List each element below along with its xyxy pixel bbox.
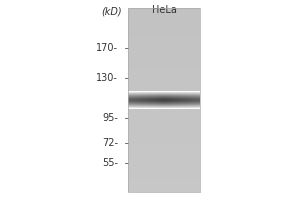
Bar [128, 63, 200, 66]
Text: 130-: 130- [96, 73, 118, 83]
Bar [128, 189, 200, 192]
Bar [128, 109, 200, 112]
Bar [128, 69, 200, 72]
Bar [128, 60, 200, 63]
Bar [128, 48, 200, 51]
Bar [128, 177, 200, 180]
Bar [128, 134, 200, 137]
Bar [128, 128, 200, 131]
Bar [128, 103, 200, 106]
Bar [128, 94, 200, 97]
Bar [128, 39, 200, 42]
Bar [128, 36, 200, 39]
Bar [128, 112, 200, 115]
Bar [128, 167, 200, 171]
Text: HeLa: HeLa [152, 5, 176, 15]
Bar [128, 57, 200, 60]
Text: 95-: 95- [102, 113, 118, 123]
Bar [128, 20, 200, 23]
Bar [128, 66, 200, 69]
Bar [128, 54, 200, 57]
Bar [128, 146, 200, 149]
Bar [128, 72, 200, 75]
Bar [128, 33, 200, 36]
Bar [128, 115, 200, 118]
Bar [128, 29, 200, 33]
Bar [128, 11, 200, 14]
Bar [128, 75, 200, 79]
Bar [128, 155, 200, 158]
Bar [128, 118, 200, 121]
Text: 72-: 72- [102, 138, 118, 148]
Bar [128, 143, 200, 146]
Bar [128, 79, 200, 82]
Bar [128, 158, 200, 161]
Bar [128, 149, 200, 152]
Bar [128, 164, 200, 167]
Bar [128, 137, 200, 140]
Bar [128, 88, 200, 91]
Bar [128, 45, 200, 48]
Bar [128, 26, 200, 29]
Bar [128, 140, 200, 143]
Bar [128, 186, 200, 189]
Bar [128, 91, 200, 94]
Bar [128, 14, 200, 17]
Bar [128, 97, 200, 100]
Bar [128, 42, 200, 45]
Text: (kD): (kD) [101, 7, 122, 17]
Bar [128, 106, 200, 109]
Bar [128, 125, 200, 128]
Bar [128, 8, 200, 192]
Bar [128, 8, 200, 11]
Bar [128, 100, 200, 103]
Bar [128, 23, 200, 26]
Bar [128, 17, 200, 20]
Bar [128, 183, 200, 186]
Text: 170-: 170- [96, 43, 118, 53]
Bar [128, 82, 200, 85]
Bar [128, 121, 200, 125]
Bar [128, 51, 200, 54]
Bar [128, 180, 200, 183]
Bar [128, 85, 200, 88]
Bar [128, 152, 200, 155]
Bar [128, 161, 200, 164]
Bar [128, 131, 200, 134]
Text: 55-: 55- [102, 158, 118, 168]
Bar [128, 171, 200, 174]
Bar [128, 174, 200, 177]
